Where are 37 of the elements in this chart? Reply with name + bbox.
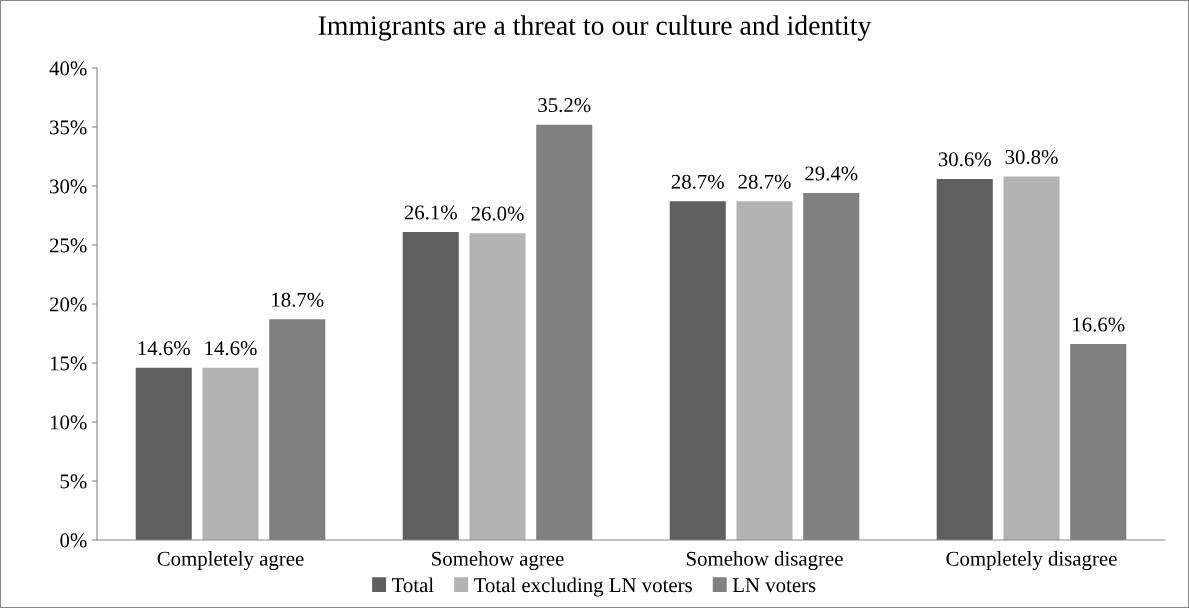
y-tick-label: 15% xyxy=(50,356,87,371)
legend-label: LN voters xyxy=(732,578,816,593)
bar xyxy=(402,232,459,540)
y-tick-label: 5% xyxy=(60,474,87,489)
chart-title: Immigrants are a threat to our culture and identity xyxy=(318,15,872,41)
y-tick-label: 35% xyxy=(50,120,87,135)
y-tick-label: 0% xyxy=(60,533,87,548)
data-label: 18.7% xyxy=(272,292,324,307)
data-label: 14.6% xyxy=(205,341,257,356)
bar xyxy=(736,201,793,540)
y-tick-label: 40% xyxy=(49,61,87,76)
bar xyxy=(202,367,259,540)
x-tick-label: Somehow agree xyxy=(432,551,564,571)
bar xyxy=(669,201,726,540)
data-label: 30.6% xyxy=(938,152,991,167)
data-label: 26.1% xyxy=(404,205,457,220)
legend-label: Total xyxy=(391,577,434,593)
y-tick-label: 25% xyxy=(50,238,87,253)
data-label: 14.6% xyxy=(138,341,190,356)
y-tick-label: 10% xyxy=(50,415,87,430)
bar xyxy=(1003,176,1060,540)
bar xyxy=(936,178,993,540)
y-tick-label: 20% xyxy=(50,297,87,312)
legend-label: Total excluding LN voters xyxy=(474,577,692,597)
x-tick-label: Completely disagree xyxy=(946,551,1117,571)
x-tick-label: Completely agree xyxy=(157,551,304,571)
data-label: 29.4% xyxy=(805,166,858,181)
data-label: 16.6% xyxy=(1073,317,1125,332)
data-label: 35.2% xyxy=(538,98,591,113)
y-tick-label: 30% xyxy=(50,179,87,194)
data-label: 26.0% xyxy=(471,206,524,221)
data-label: 28.7% xyxy=(738,174,791,189)
bar xyxy=(135,367,192,540)
data-label: 30.8% xyxy=(1005,149,1058,165)
bar xyxy=(469,233,526,540)
data-label: 28.7% xyxy=(671,174,724,189)
x-tick-label: Somehow disagree xyxy=(686,551,843,571)
